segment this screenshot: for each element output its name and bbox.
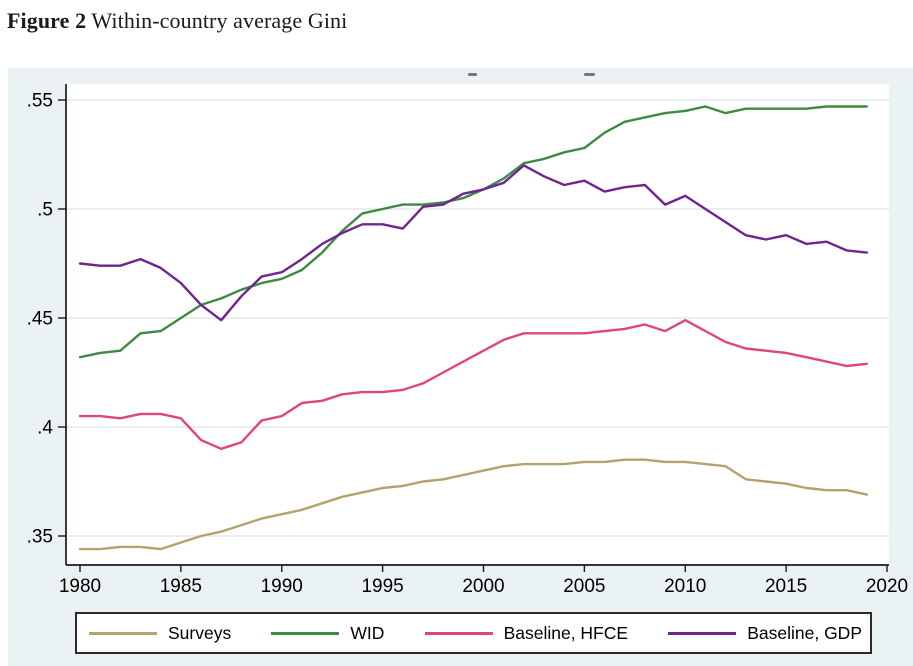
figure-caption-label: Figure 2 — [7, 8, 87, 33]
legend-item: Baseline, GDP — [668, 623, 862, 644]
x-tick-label: 1980 — [59, 576, 101, 597]
series-line-surveys — [78, 458, 868, 551]
figure-caption: Figure 2 Within-country average Gini — [7, 8, 347, 34]
legend-item: WID — [271, 623, 384, 644]
legend-label: WID — [350, 622, 385, 643]
legend-swatch-baseline-hfce — [424, 631, 493, 635]
y-tick-label: .35 — [27, 527, 53, 548]
y-tick-label: .55 — [27, 91, 53, 112]
y-tick-label: .5 — [37, 200, 53, 221]
cropped-title-fragment — [468, 73, 477, 76]
x-tick-label: 2010 — [664, 576, 706, 597]
plot-area — [66, 84, 889, 565]
chart-legend: Surveys WID Baseline, HFCE Baseline, GDP — [75, 612, 872, 654]
x-tick-label: 2015 — [765, 576, 807, 597]
x-tick-label: 2000 — [462, 576, 504, 597]
legend-label: Baseline, HFCE — [503, 622, 629, 643]
series-line-baseline-hfce — [78, 318, 868, 450]
figure-caption-text: Within-country average Gini — [86, 8, 348, 33]
legend-swatch-baseline-gdp — [668, 631, 737, 635]
legend-label: Surveys — [168, 622, 232, 643]
cropped-title-fragment — [584, 73, 595, 76]
chart-region: .35 .4 .45 .5 .55 1980 1985 1990 1995 2000 2005 201… — [8, 68, 913, 666]
x-tick-label: 2005 — [563, 576, 605, 597]
legend-label: Baseline, GDP — [747, 622, 862, 643]
legend-swatch-surveys — [89, 631, 157, 635]
x-tick-label: 2020 — [866, 576, 908, 597]
x-tick-label: 1995 — [361, 576, 403, 597]
y-tick-label: .4 — [37, 418, 53, 439]
legend-swatch-wid — [271, 631, 340, 635]
y-tick-label: .45 — [27, 309, 53, 330]
series-line-baseline-gdp — [78, 164, 868, 322]
legend-item: Surveys — [89, 623, 231, 644]
series-line-wid — [78, 105, 868, 359]
x-tick-label: 1985 — [160, 576, 202, 597]
gini-line-chart: .35 .4 .45 .5 .55 1980 1985 1990 1995 2000 2005 201… — [27, 84, 908, 597]
legend-item: Baseline, HFCE — [424, 622, 629, 644]
x-tick-label: 1990 — [261, 576, 303, 597]
